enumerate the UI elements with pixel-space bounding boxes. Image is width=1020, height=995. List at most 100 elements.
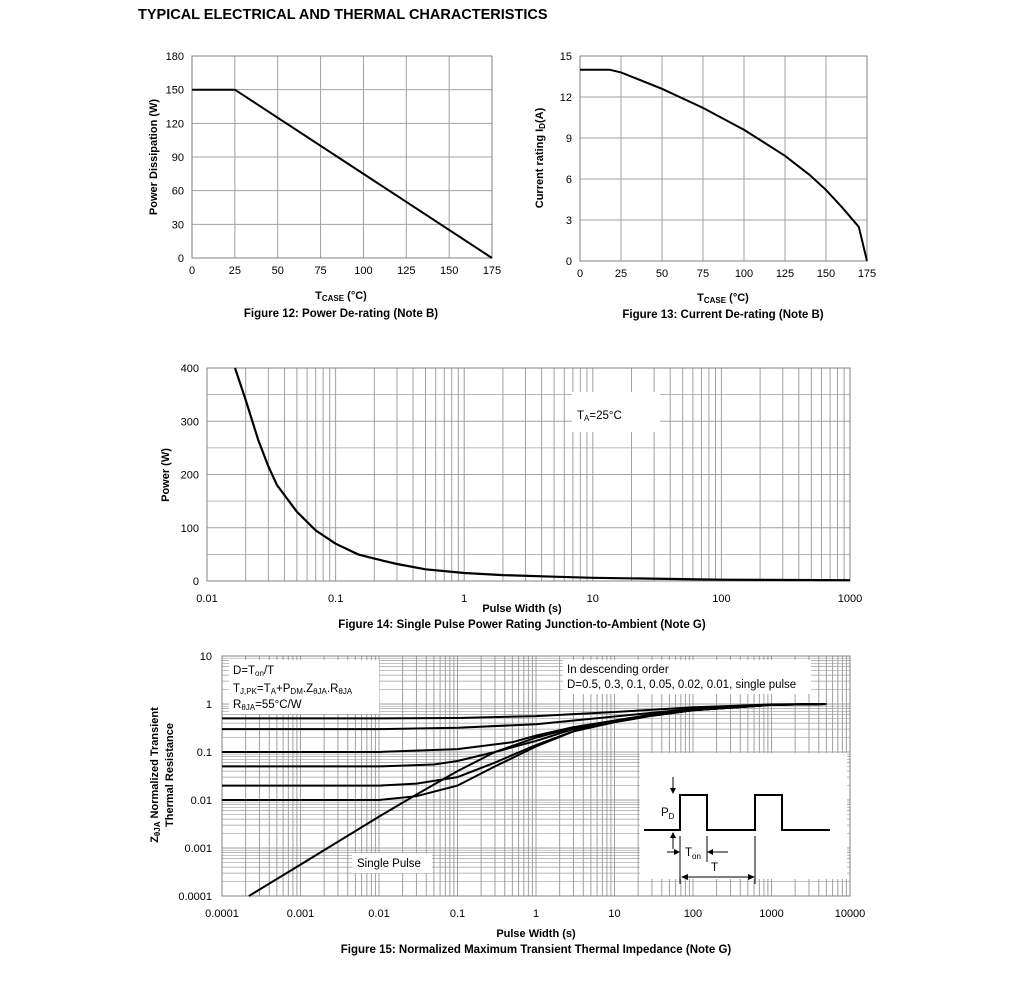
fig13-series-line <box>580 68 868 262</box>
fig15-frame <box>221 655 851 897</box>
fig15-single-pulse-box <box>352 853 432 873</box>
fig15-legend-right-box <box>563 660 811 694</box>
fig13-ytick-label: 3 <box>566 215 572 227</box>
fig14-annotation: TA=25°C <box>577 410 622 423</box>
fig14-xlabel: Pulse Width (s) <box>482 603 562 615</box>
fig15-xtick-label: 0.0001 <box>205 908 239 920</box>
fig13-xtick-label: 25 <box>615 268 627 280</box>
fig12-ylabel: Power Dissipation (W) <box>148 99 160 215</box>
fig15-xtick-label: 10 <box>608 908 620 920</box>
fig13-xtick-label: 50 <box>656 268 668 280</box>
fig15-inset-ton-arrowhead-left <box>674 849 680 855</box>
fig15-ytick-label: 1 <box>206 699 212 711</box>
fig12-frame <box>191 55 493 259</box>
fig13-ytick-label: 6 <box>566 174 572 186</box>
fig12-ytick-label: 0 <box>178 253 184 265</box>
fig15-ylabel-line2: Thermal Resistance <box>164 723 176 827</box>
fig15-inset-ton-label: Ton <box>685 847 701 861</box>
fig14-ytick-label: 300 <box>181 416 199 428</box>
fig14-series-line <box>233 367 851 582</box>
fig14-xtick-label: 1 <box>461 593 467 605</box>
fig14-plot: 0.01 0.1 1 10 100 1000 0 100 200 300 400 <box>181 363 863 605</box>
fig12-xtick-label: 0 <box>189 265 195 277</box>
fig12-xtick-label: 100 <box>354 265 372 277</box>
fig12-xtick-label: 50 <box>272 265 284 277</box>
fig14-xtick-label: 0.01 <box>196 593 217 605</box>
fig13-text: Current rating ID(A) TCASE (°C) Figure 1… <box>534 107 824 321</box>
fig13-xtick-label: 150 <box>817 268 835 280</box>
fig12-ytick-label: 180 <box>166 51 184 63</box>
fig15-xtick-label: 0.01 <box>368 908 389 920</box>
fig13-xtick-label: 125 <box>776 268 794 280</box>
fig15-xtick-label: 10000 <box>835 908 866 920</box>
fig14-ytick-label: 200 <box>181 470 199 482</box>
fig15-inset-period-arrowhead-right <box>748 874 755 880</box>
fig15-series-line <box>248 703 827 897</box>
fig13-ylabel: Current rating ID(A) <box>534 107 547 208</box>
fig13-xtick-label: 0 <box>577 268 583 280</box>
fig12-xtick-label: 25 <box>229 265 241 277</box>
fig13-frame <box>579 55 868 262</box>
fig13-xtick-label: 100 <box>735 268 753 280</box>
fig12-ytick-label: 60 <box>172 186 184 198</box>
fig15-legend-left-line1: D=Ton/T <box>233 665 274 678</box>
fig13-caption: Figure 13: Current De-rating (Note B) <box>622 309 823 321</box>
fig15-single-pulse-label: Single Pulse <box>357 858 421 870</box>
fig13-xtick-label: 175 <box>858 268 876 280</box>
fig14-xtick-label: 100 <box>712 593 730 605</box>
fig12-xtick-label: 125 <box>397 265 415 277</box>
fig12-xtick-label: 75 <box>314 265 326 277</box>
fig15-xtick-label: 1000 <box>759 908 783 920</box>
fig15-inset-pd-arrowhead-top <box>670 788 676 794</box>
fig15-ytick-label: 0.1 <box>197 747 212 759</box>
fig14-caption: Figure 14: Single Pulse Power Rating Jun… <box>338 619 706 631</box>
fig12-xlabel: TCASE (°C) <box>315 290 367 303</box>
fig14-text: Power (W) Pulse Width (s) Figure 14: Sin… <box>160 448 706 631</box>
fig15-text: ZθJA Normalized Transient Thermal Resist… <box>149 707 731 956</box>
fig15-ytick-label: 10 <box>200 651 212 663</box>
fig15-plot: 0.0001 0.001 0.01 0.1 1 10 100 1000 10000 0.0001 0… <box>178 651 865 920</box>
fig12-series-line <box>192 88 493 259</box>
fig15-inset-period-arrowhead-left <box>681 874 688 880</box>
fig13-ytick-label: 0 <box>566 256 572 268</box>
fig15-inset-box <box>640 753 847 879</box>
fig14-ytick-label: 100 <box>181 523 199 535</box>
fig15-xlabel: Pulse Width (s) <box>496 928 576 940</box>
fig13-xlabel: TCASE (°C) <box>697 292 749 305</box>
fig15-ytick-label: 0.01 <box>191 795 212 807</box>
fig15-legend-right-line2: D=0.5, 0.3, 0.1, 0.05, 0.02, 0.01, singl… <box>567 679 796 691</box>
fig12-ytick-label: 120 <box>166 118 184 130</box>
fig14-annotation-box <box>572 392 660 432</box>
fig13-ytick-label: 9 <box>566 133 572 145</box>
fig14-ytick-label: 400 <box>181 363 199 375</box>
fig14-frame <box>206 367 851 582</box>
fig15-ytick-label: 0.001 <box>184 843 212 855</box>
fig15-legend-left-box <box>229 660 379 714</box>
fig13-xtick-label: 75 <box>697 268 709 280</box>
fig13-ytick-label: 15 <box>560 51 572 63</box>
fig15-inset-ton-arrowhead-right <box>707 849 713 855</box>
fig15-inset-pd-label: PD <box>661 807 675 821</box>
fig15-inset-pd-arrowhead-bottom <box>670 832 676 838</box>
fig12-ytick-label: 90 <box>172 152 184 164</box>
fig15-legend-left-line2: TJ,PK=TA+PDM.ZθJA.RθJA <box>233 683 353 696</box>
fig15-inset-waveform <box>644 794 830 831</box>
fig15-xtick-label: 100 <box>684 908 702 920</box>
fig15-inset-t-label: T <box>711 862 718 874</box>
fig15-legend-right-line1: In descending order <box>567 664 669 676</box>
fig13-ytick-label: 12 <box>560 92 572 104</box>
fig14-xtick-label: 10 <box>587 593 599 605</box>
fig12-ytick-label: 150 <box>166 85 184 97</box>
fig15-xtick-label: 0.001 <box>287 908 315 920</box>
fig14-ytick-label: 0 <box>193 576 199 588</box>
fig12-xtick-label: 175 <box>483 265 501 277</box>
fig12-ytick-label: 30 <box>172 219 184 231</box>
fig12-xtick-label: 150 <box>440 265 458 277</box>
fig12-plot: 0 25 50 75 100 125 150 175 0 30 60 90 120 150 180 <box>166 51 502 277</box>
fig13-plot: 0 25 50 75 100 125 150 175 0 3 6 9 12 15 <box>560 51 876 280</box>
fig15-ylabel-line1: ZθJA Normalized Transient <box>149 707 162 843</box>
fig14-xtick-label: 1000 <box>838 593 862 605</box>
fig15-xtick-label: 1 <box>533 908 539 920</box>
fig12-text: Power Dissipation (W) TCASE (°C) Figure … <box>148 99 438 320</box>
